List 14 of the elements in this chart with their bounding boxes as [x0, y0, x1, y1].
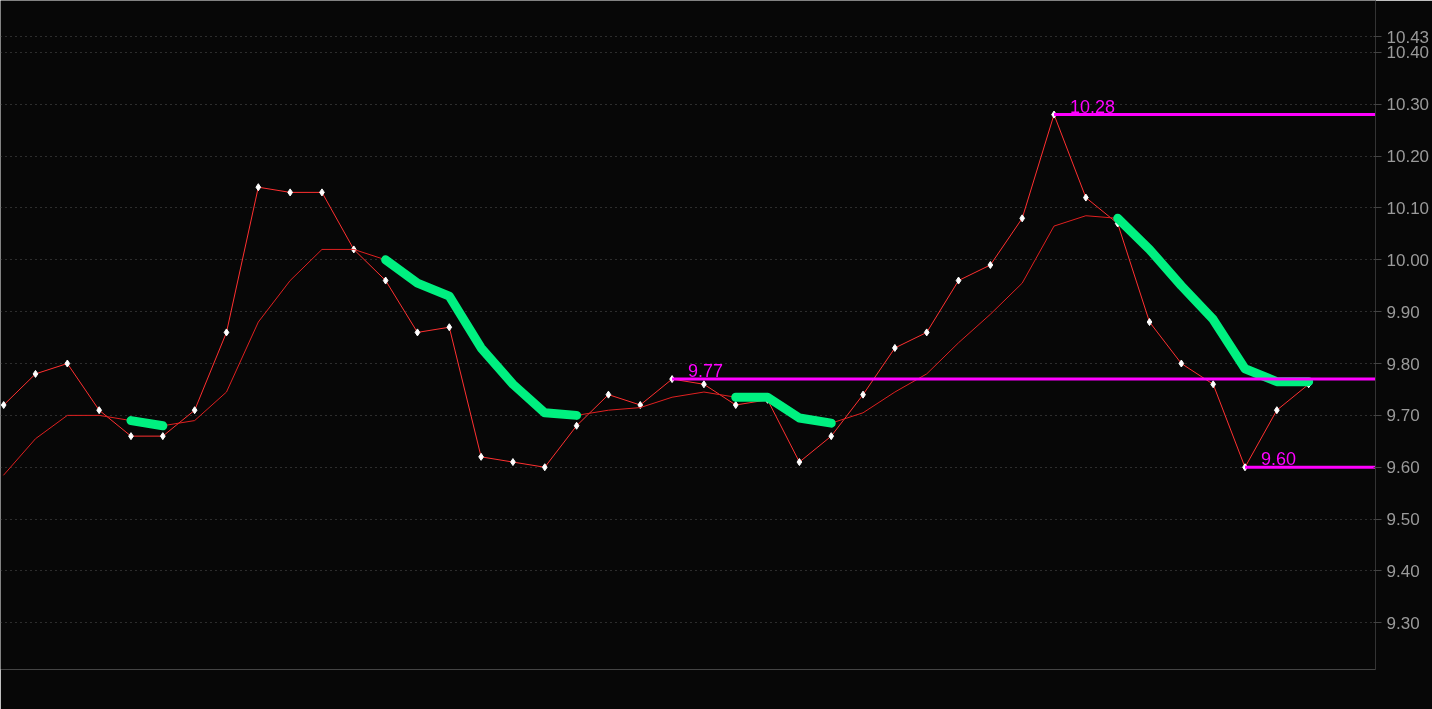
y-tick-label: 10.30	[1386, 95, 1430, 115]
ref-line-label: 9.77	[688, 361, 724, 382]
y-tick-label: 9.40	[1386, 561, 1420, 581]
y-tick-label: 9.50	[1386, 510, 1420, 530]
y-tick-label: 9.90	[1386, 302, 1420, 322]
y-tick-label: 9.80	[1386, 354, 1420, 374]
ref-line-label: 9.60	[1260, 449, 1296, 470]
y-tick-label: 9.60	[1386, 458, 1420, 478]
y-tick-label: 10.00	[1386, 250, 1430, 270]
y-tick-label: 10.10	[1386, 198, 1430, 218]
y-tick-label: 9.70	[1386, 406, 1420, 426]
y-tick-label: 10.20	[1386, 147, 1430, 167]
y-tick-label: 9.30	[1386, 613, 1420, 633]
ref-line-label: 10.28	[1069, 96, 1115, 117]
